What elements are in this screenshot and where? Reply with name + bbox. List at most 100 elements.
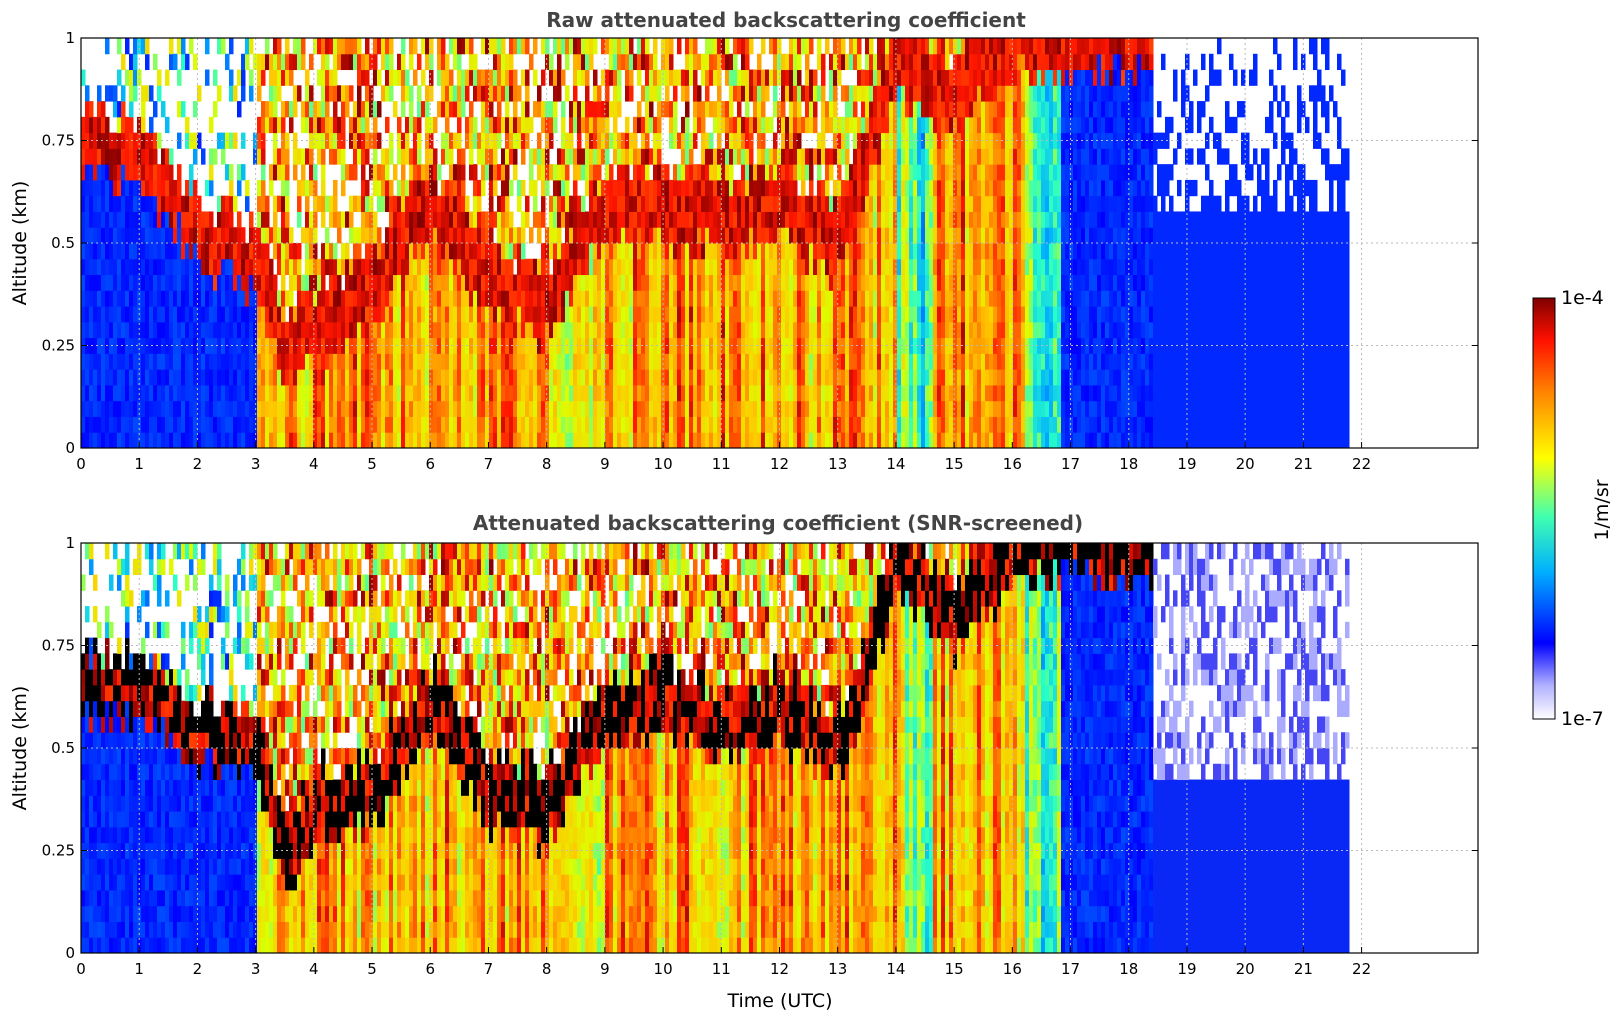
heatmap-cell — [277, 243, 282, 260]
heatmap-cell — [385, 416, 390, 433]
heatmap-cell — [949, 416, 954, 433]
heatmap-cell — [537, 290, 542, 307]
heatmap-cell — [797, 38, 802, 55]
heatmap-cell — [929, 85, 934, 102]
heatmap-cell — [729, 148, 734, 165]
heatmap-cell — [369, 369, 374, 386]
heatmap-cell — [581, 400, 586, 417]
heatmap-cell — [613, 116, 618, 134]
heatmap-cell — [813, 195, 818, 212]
heatmap-cell — [533, 179, 538, 197]
heatmap-cell — [705, 69, 710, 86]
heatmap-cell — [917, 369, 922, 386]
heatmap-cell — [773, 369, 778, 386]
heatmap-cell — [525, 38, 530, 55]
heatmap-cell — [893, 85, 898, 102]
heatmap-cell — [493, 85, 498, 102]
heatmap-cell — [661, 38, 666, 55]
heatmap-cell — [137, 258, 142, 276]
heatmap-cell — [909, 101, 914, 118]
heatmap-cell — [345, 53, 350, 71]
heatmap-cell — [805, 101, 810, 118]
heatmap-cell — [141, 101, 146, 118]
heatmap-cell — [705, 400, 710, 417]
heatmap-cell — [245, 258, 250, 276]
heatmap-cell — [489, 384, 494, 402]
heatmap-cell — [809, 227, 814, 244]
heatmap-cell — [493, 148, 498, 165]
heatmap-cell — [533, 69, 538, 86]
heatmap-cell — [941, 400, 946, 417]
heatmap-cell — [657, 116, 662, 134]
heatmap-cell — [413, 353, 418, 370]
heatmap-cell — [905, 38, 910, 55]
heatmap-cell — [241, 243, 246, 260]
heatmap-cell — [485, 321, 490, 339]
heatmap-cell — [129, 53, 134, 71]
heatmap-cell — [393, 353, 398, 370]
heatmap-cell — [145, 416, 150, 433]
heatmap-cell — [609, 384, 614, 402]
heatmap-cell — [617, 369, 622, 386]
heatmap-cell — [569, 416, 574, 433]
heatmap-cell — [277, 195, 282, 212]
heatmap-cell — [405, 384, 410, 402]
heatmap-cell — [821, 211, 826, 228]
heatmap-cell — [401, 53, 406, 71]
heatmap-cell — [417, 400, 422, 417]
heatmap-cell — [569, 38, 574, 55]
heatmap-cell — [489, 179, 494, 197]
heatmap-cell — [209, 243, 214, 260]
heatmap-cell — [153, 211, 158, 228]
heatmap-cell — [449, 179, 454, 197]
heatmap-cell — [261, 432, 266, 449]
heatmap-cell — [325, 384, 330, 402]
heatmap-cell — [717, 38, 722, 55]
heatmap-cell — [745, 179, 750, 197]
heatmap-cell — [873, 132, 878, 149]
heatmap-cell — [549, 211, 554, 228]
heatmap-cell — [721, 179, 726, 197]
heatmap-cell — [265, 116, 270, 134]
heatmap-cell — [633, 132, 638, 149]
heatmap-cell — [397, 274, 402, 291]
heatmap-cell — [753, 353, 758, 370]
heatmap-cell — [881, 432, 886, 449]
heatmap-cell — [565, 258, 570, 276]
heatmap-cell — [177, 353, 182, 370]
heatmap-cell — [805, 369, 810, 386]
heatmap-cell — [445, 290, 450, 307]
heatmap-cell — [553, 306, 558, 323]
heatmap-cell — [681, 179, 686, 197]
heatmap-cell — [893, 400, 898, 417]
heatmap-cell — [621, 321, 626, 339]
heatmap-cell — [81, 258, 86, 276]
heatmap-cell — [209, 116, 214, 134]
heatmap-cell — [849, 258, 854, 276]
heatmap-cell — [769, 38, 774, 55]
heatmap-cell — [273, 101, 278, 118]
heatmap-cell — [709, 416, 714, 433]
heatmap-cell — [553, 337, 558, 354]
heatmap-cell — [761, 321, 766, 339]
heatmap-cell — [257, 416, 262, 433]
heatmap-cell — [553, 164, 558, 181]
heatmap-cell — [321, 85, 326, 102]
heatmap-cell — [305, 101, 310, 118]
heatmap-cell — [893, 353, 898, 370]
heatmap-cell — [709, 306, 714, 323]
heatmap-cell — [565, 353, 570, 370]
heatmap-cell — [873, 258, 878, 276]
heatmap-cell — [529, 164, 534, 181]
heatmap-cell — [629, 274, 634, 291]
heatmap-cell — [113, 148, 118, 165]
heatmap-cell — [477, 400, 482, 417]
heatmap-cell — [793, 432, 798, 449]
heatmap-cell — [409, 384, 414, 402]
heatmap-cell — [301, 384, 306, 402]
heatmap-cell — [833, 148, 838, 165]
heatmap-cell — [281, 321, 286, 339]
heatmap-cell — [129, 116, 134, 134]
heatmap-cell — [849, 432, 854, 449]
heatmap-cell — [693, 211, 698, 228]
